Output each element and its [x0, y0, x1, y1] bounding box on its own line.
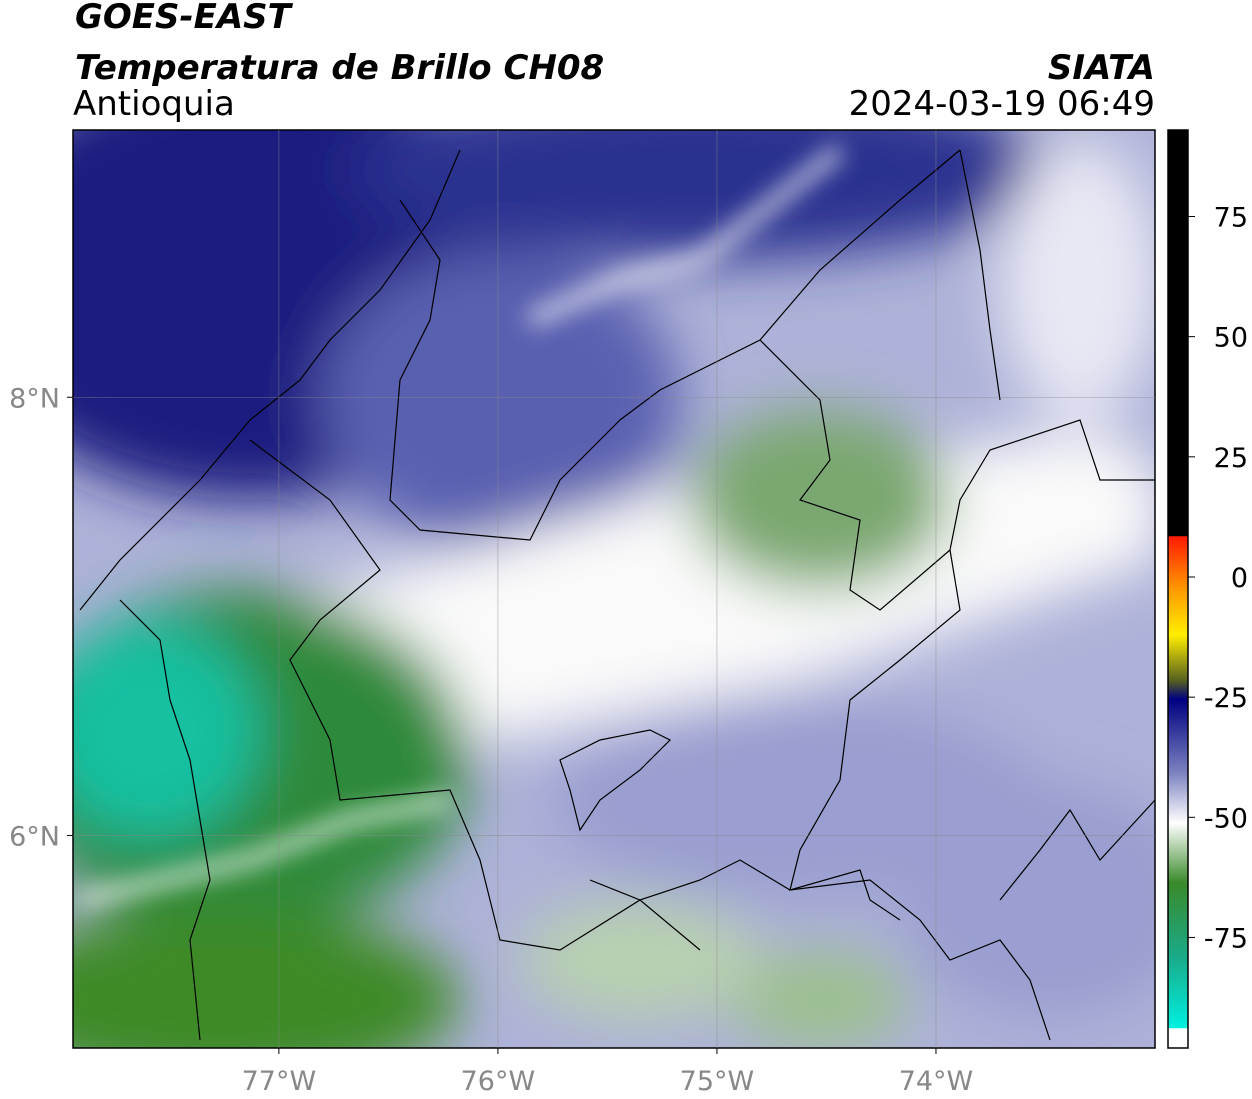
- lon-tick-label: 75°W: [680, 1066, 755, 1097]
- colorbar-tick-label: -25: [1204, 683, 1248, 714]
- colorbar: [1167, 129, 1189, 1049]
- title: GOES-EAST: [75, 0, 294, 37]
- subtitle: Temperatura de Brillo CH08: [75, 48, 604, 88]
- lat-tick-label: 8°N: [9, 383, 60, 414]
- lon-tick-label: 77°W: [242, 1066, 317, 1097]
- colorbar-tick-label: 75: [1214, 203, 1248, 234]
- colorbar-tick-label: 50: [1214, 323, 1248, 354]
- colorbar-tick-label: 0: [1231, 563, 1248, 594]
- satellite-image: [73, 130, 1155, 1048]
- map-frame: [72, 129, 1156, 1049]
- colorbar-tick-label: 25: [1214, 443, 1248, 474]
- source: SIATA: [1048, 48, 1155, 88]
- lat-tick-label: 6°N: [9, 821, 60, 852]
- lon-tick-label: 76°W: [461, 1066, 536, 1097]
- region: Antioquia: [73, 84, 235, 124]
- datetime: 2024-03-19 06:49: [849, 84, 1155, 124]
- colorbar-tick-label: -50: [1204, 803, 1248, 834]
- lon-tick-label: 74°W: [899, 1066, 974, 1097]
- colorbar-tick-label: -75: [1204, 923, 1248, 954]
